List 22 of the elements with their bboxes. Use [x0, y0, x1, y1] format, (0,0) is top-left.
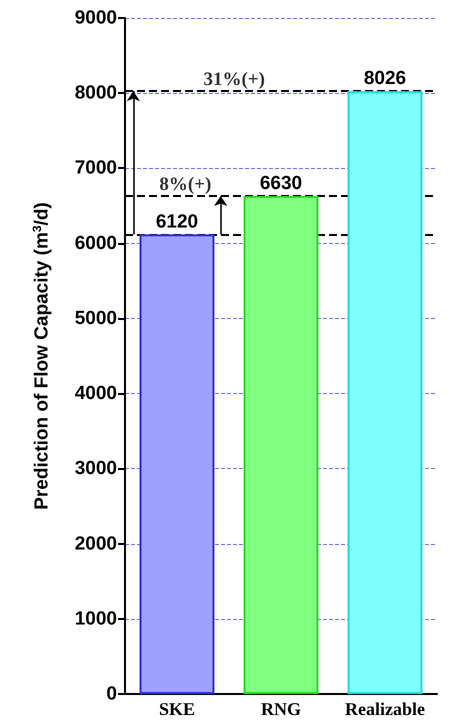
annotation: 31%(+): [203, 69, 265, 90]
data-label: 6120: [156, 211, 198, 232]
y-tick-label: 7000: [74, 158, 117, 179]
y-tick-label: 4000: [74, 383, 117, 404]
annotation: 8%(+): [159, 174, 212, 196]
y-axis-title: Prediction of Flow Capacity (m3/d): [30, 202, 52, 510]
bar: [140, 234, 214, 694]
y-tick-label: 5000: [74, 308, 117, 329]
y-tick-label: 1000: [74, 608, 117, 630]
bar: [348, 91, 422, 694]
x-tick-label: SKE: [158, 699, 196, 719]
y-tick-label: 0: [106, 684, 117, 704]
y-tick-label: 3000: [74, 458, 117, 480]
y-tick-label: 9000: [74, 8, 117, 28]
data-label: 8026: [364, 68, 406, 90]
bar: [244, 196, 318, 694]
y-tick-label: 2000: [74, 533, 117, 554]
data-label: 6630: [260, 173, 302, 194]
x-tick-label: RNG: [261, 699, 301, 719]
x-tick-label: Realizable: [345, 699, 425, 719]
y-tick-label: 6000: [74, 232, 117, 254]
y-tick-label: 8000: [74, 82, 117, 104]
